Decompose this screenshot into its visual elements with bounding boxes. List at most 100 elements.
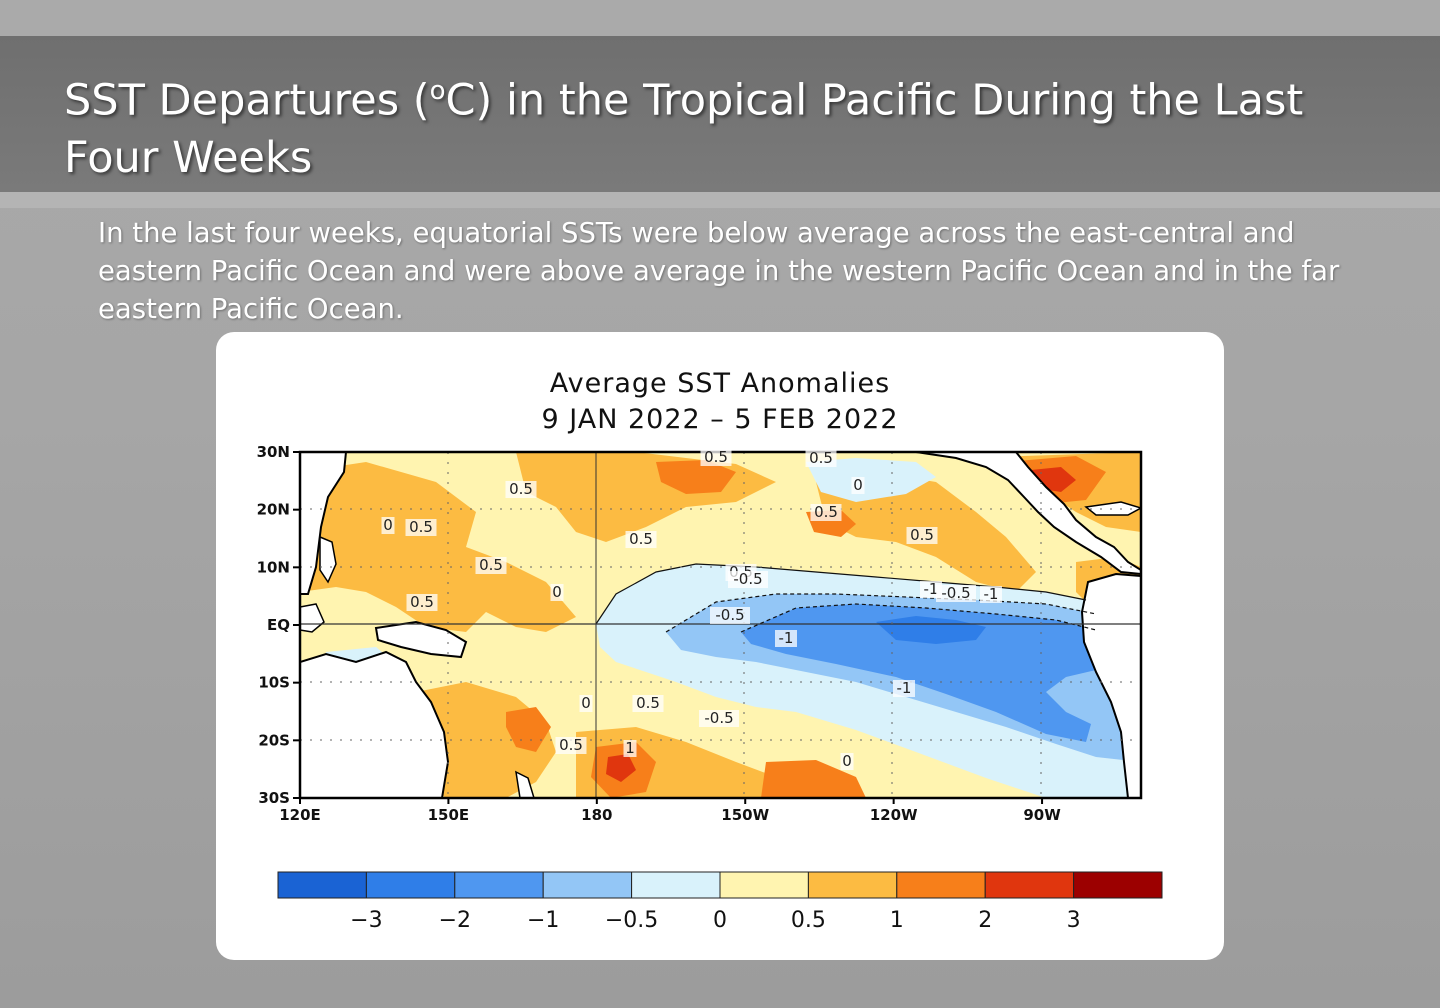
- lat-tick-label: 10S: [258, 674, 290, 692]
- color-scale-label: 3: [1067, 908, 1081, 933]
- color-scale-label: 2: [978, 908, 992, 933]
- lat-tick-label: 20N: [257, 501, 290, 519]
- contour-label-bg: [475, 557, 507, 574]
- contour-labels: 0.5 0.5 0.5 0.5 0.5 0.5 0.5 0.5 0.5 0.5 0 0 0 0 0 -0.5 -…: [381, 448, 1002, 770]
- map-card: Average SST Anomalies 9 JAN 2022 – 5 FEB…: [216, 332, 1224, 960]
- contour-label-bg: [550, 584, 564, 601]
- coldest-spot: [876, 616, 986, 644]
- land-philippines: [319, 535, 337, 584]
- contour-label: 0.5: [910, 526, 934, 544]
- color-scale-swatch: [807, 871, 898, 899]
- contour-label-bg: [699, 710, 739, 727]
- lon-tick-label: 150W: [721, 806, 769, 824]
- contour-label: -0.5: [715, 606, 744, 624]
- contour-label: -0.5: [941, 584, 970, 602]
- lon-tick-label: 90W: [1023, 806, 1061, 824]
- contour-zero-line: [595, 563, 1087, 625]
- lat-tick-label: 20S: [258, 731, 290, 749]
- color-scale-label: 0.5: [791, 908, 826, 933]
- contour-label-bg: [381, 517, 395, 534]
- contour-label: 0.5: [636, 694, 660, 712]
- contour-label: 0.5: [409, 518, 433, 536]
- slide-summary: In the last four weeks, equatorial SSTs …: [98, 217, 1340, 325]
- contour-label: 0: [581, 694, 591, 712]
- contour-label-bg: [980, 586, 1002, 603]
- color-scale-bar: [277, 871, 1163, 899]
- lon-tick-label: 150E: [428, 806, 470, 824]
- color-scale-label: 1: [890, 908, 904, 933]
- color-scale-swatch: [277, 871, 367, 899]
- color-scale-labels: −3 −2 −1 −0.5 0 0.5 1 2 3: [350, 908, 1080, 933]
- lon-tick-label: 180: [581, 806, 612, 824]
- contour-label-bg: [405, 519, 437, 536]
- top-band: [0, 0, 1440, 36]
- contour-label: 1: [625, 739, 635, 757]
- contour-label-bg: [936, 585, 976, 602]
- contour-label: -1: [779, 629, 794, 647]
- contour-label: -0.5: [704, 709, 733, 727]
- color-scale-swatch: [719, 871, 809, 899]
- contour-label: 0: [552, 583, 562, 601]
- contour-label: 0.5: [479, 556, 503, 574]
- contour-label: 0.5: [704, 448, 728, 466]
- contour-label: -1: [897, 679, 912, 697]
- color-scale-swatch: [984, 871, 1075, 899]
- title-divider: [0, 192, 1440, 208]
- color-scale-label: −0.5: [605, 908, 658, 933]
- lon-tick-label: 120E: [279, 806, 321, 824]
- cool-spot-north: [806, 458, 936, 502]
- contour-label: 0.5: [814, 503, 838, 521]
- contour-label-bg: [906, 527, 938, 544]
- land-south-america: [1080, 572, 1141, 798]
- contour-label: 0.5: [809, 449, 833, 467]
- contour-label-bg: [893, 680, 915, 697]
- contour-label-bg: [555, 737, 587, 754]
- color-scale-swatch: [896, 871, 986, 899]
- color-scale-label: −1: [527, 908, 559, 933]
- contour-label: 0.5: [410, 593, 434, 611]
- lat-tick-label: 30S: [258, 789, 290, 807]
- colder-region: [741, 604, 1126, 742]
- map-date-range: 9 JAN 2022 – 5 FEB 2022: [541, 404, 899, 435]
- lat-tick-label: EQ: [267, 616, 290, 634]
- color-scale-label: −2: [439, 908, 471, 933]
- contour-label: 0.5: [629, 530, 653, 548]
- map-title: Average SST Anomalies: [549, 368, 891, 399]
- land-australia: [300, 650, 450, 798]
- lat-tick-label: 30N: [257, 443, 290, 461]
- hot-spot-southeast: [761, 760, 866, 798]
- contour-label-bg: [406, 594, 438, 611]
- contour-label: 0: [383, 516, 393, 534]
- contour-label: 0.5: [559, 736, 583, 754]
- contour-label: 0: [853, 476, 863, 494]
- contour-label: 0.5: [509, 480, 533, 498]
- color-scale-label: 0: [713, 908, 727, 933]
- land-new-guinea: [374, 620, 468, 659]
- land-borneo: [300, 603, 325, 633]
- contour-label-bg: [710, 607, 750, 624]
- contour-label-bg: [700, 449, 732, 466]
- lon-tick-label: 120W: [870, 806, 918, 824]
- contour-label-bg: [775, 630, 797, 647]
- color-scale-swatch: [542, 871, 633, 899]
- color-scale-swatch: [454, 871, 544, 899]
- contour-label-bg: [851, 477, 865, 494]
- contour-label-bg: [840, 753, 854, 770]
- map-field: [300, 452, 1141, 798]
- contour-label-bg: [805, 450, 837, 467]
- contour-label-bg: [728, 571, 768, 588]
- contour-label-bg: [579, 695, 593, 712]
- color-scale-label: −3: [350, 908, 382, 933]
- contour-label: 0: [842, 752, 852, 770]
- contour-label: -0.5: [733, 570, 762, 588]
- contour-minus-one: [740, 603, 1097, 633]
- land-asia: [300, 452, 348, 595]
- title-bar: [0, 36, 1440, 192]
- contour-minus-half: [665, 593, 1097, 633]
- contour-label-bg: [505, 481, 537, 498]
- very-hot-spot-south: [606, 754, 636, 782]
- land-new-zealand: [515, 770, 535, 798]
- hot-spot-coral-sea: [506, 707, 551, 752]
- contour-label-bg: [810, 504, 842, 521]
